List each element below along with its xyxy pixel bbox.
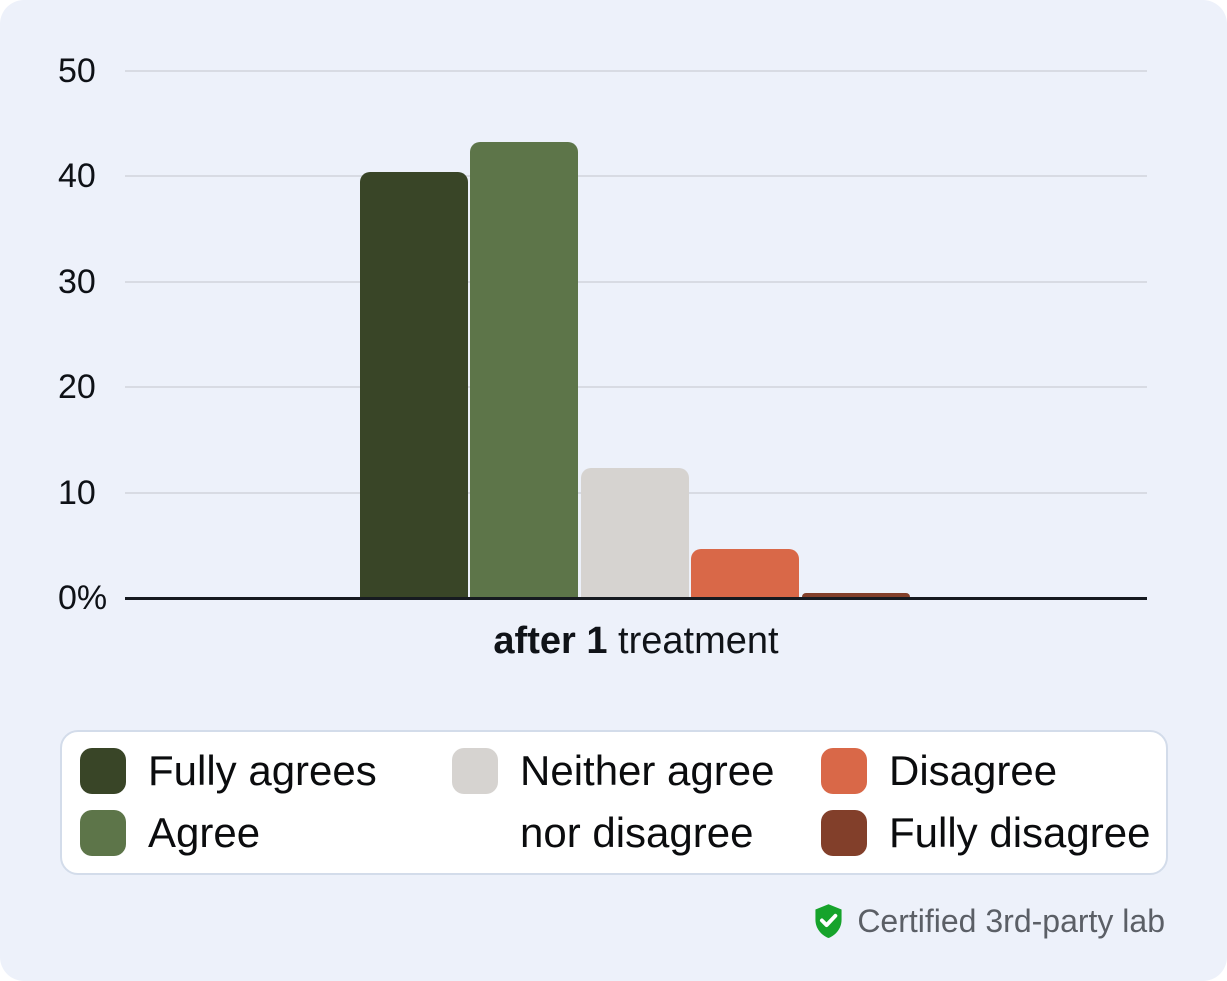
- y-tick-label-40: 40: [58, 157, 96, 196]
- gridline-50: [125, 70, 1147, 72]
- x-axis-label-bold: after 1: [493, 620, 608, 662]
- legend-item-neither-agree-nor-disagree: Neither agree nor disagree: [452, 747, 774, 864]
- y-tick-label-20: 20: [58, 368, 96, 407]
- certified-footer: Certified 3rd-party lab: [812, 902, 1165, 940]
- x-axis-label: after 1 treatment: [125, 620, 1147, 663]
- x-axis-label-space: [607, 620, 618, 662]
- verified-shield-icon: [815, 904, 842, 939]
- bar-agree: [470, 141, 578, 597]
- legend-swatch: [80, 810, 126, 856]
- gridline-40: [125, 175, 1147, 178]
- legend-item-agree: Agree: [80, 809, 260, 864]
- legend-swatch: [821, 810, 867, 856]
- legend-item-fully-agrees: Fully agrees: [80, 747, 377, 802]
- certified-label: Certified 3rd-party lab: [857, 903, 1165, 939]
- legend-swatch: [452, 748, 498, 794]
- legend-item-fully-disagree: Fully disagree: [821, 809, 1150, 864]
- gridline-30: [125, 280, 1147, 283]
- x-axis-line: [125, 596, 1147, 600]
- legend-swatch: [80, 748, 126, 794]
- legend-label: Agree: [148, 809, 261, 856]
- y-tick-label-30: 30: [58, 262, 96, 301]
- y-tick-label-10: 10: [58, 473, 96, 512]
- gridline-20: [125, 386, 1147, 389]
- bar-fully-agrees: [359, 172, 468, 597]
- legend-item-disagree: Disagree: [821, 747, 1057, 802]
- legend-label: Fully disagree: [889, 809, 1151, 856]
- y-tick-label-0: 0%: [58, 579, 108, 617]
- legend-swatch: [821, 748, 867, 794]
- y-tick-label-50: 50: [58, 52, 96, 90]
- legend: Fully agrees Agree Neither agree nor disag…: [60, 730, 1168, 875]
- bar-fully-disagree: [801, 592, 910, 597]
- legend-label: Disagree: [889, 747, 1058, 794]
- bar-neither-agree-nor-disagree: [580, 468, 689, 597]
- legend-label: Neither agree nor disagree: [520, 747, 775, 856]
- bar-disagree: [691, 548, 799, 597]
- x-axis-label-regular: treatment: [618, 620, 779, 662]
- legend-label: Fully agrees: [148, 747, 377, 794]
